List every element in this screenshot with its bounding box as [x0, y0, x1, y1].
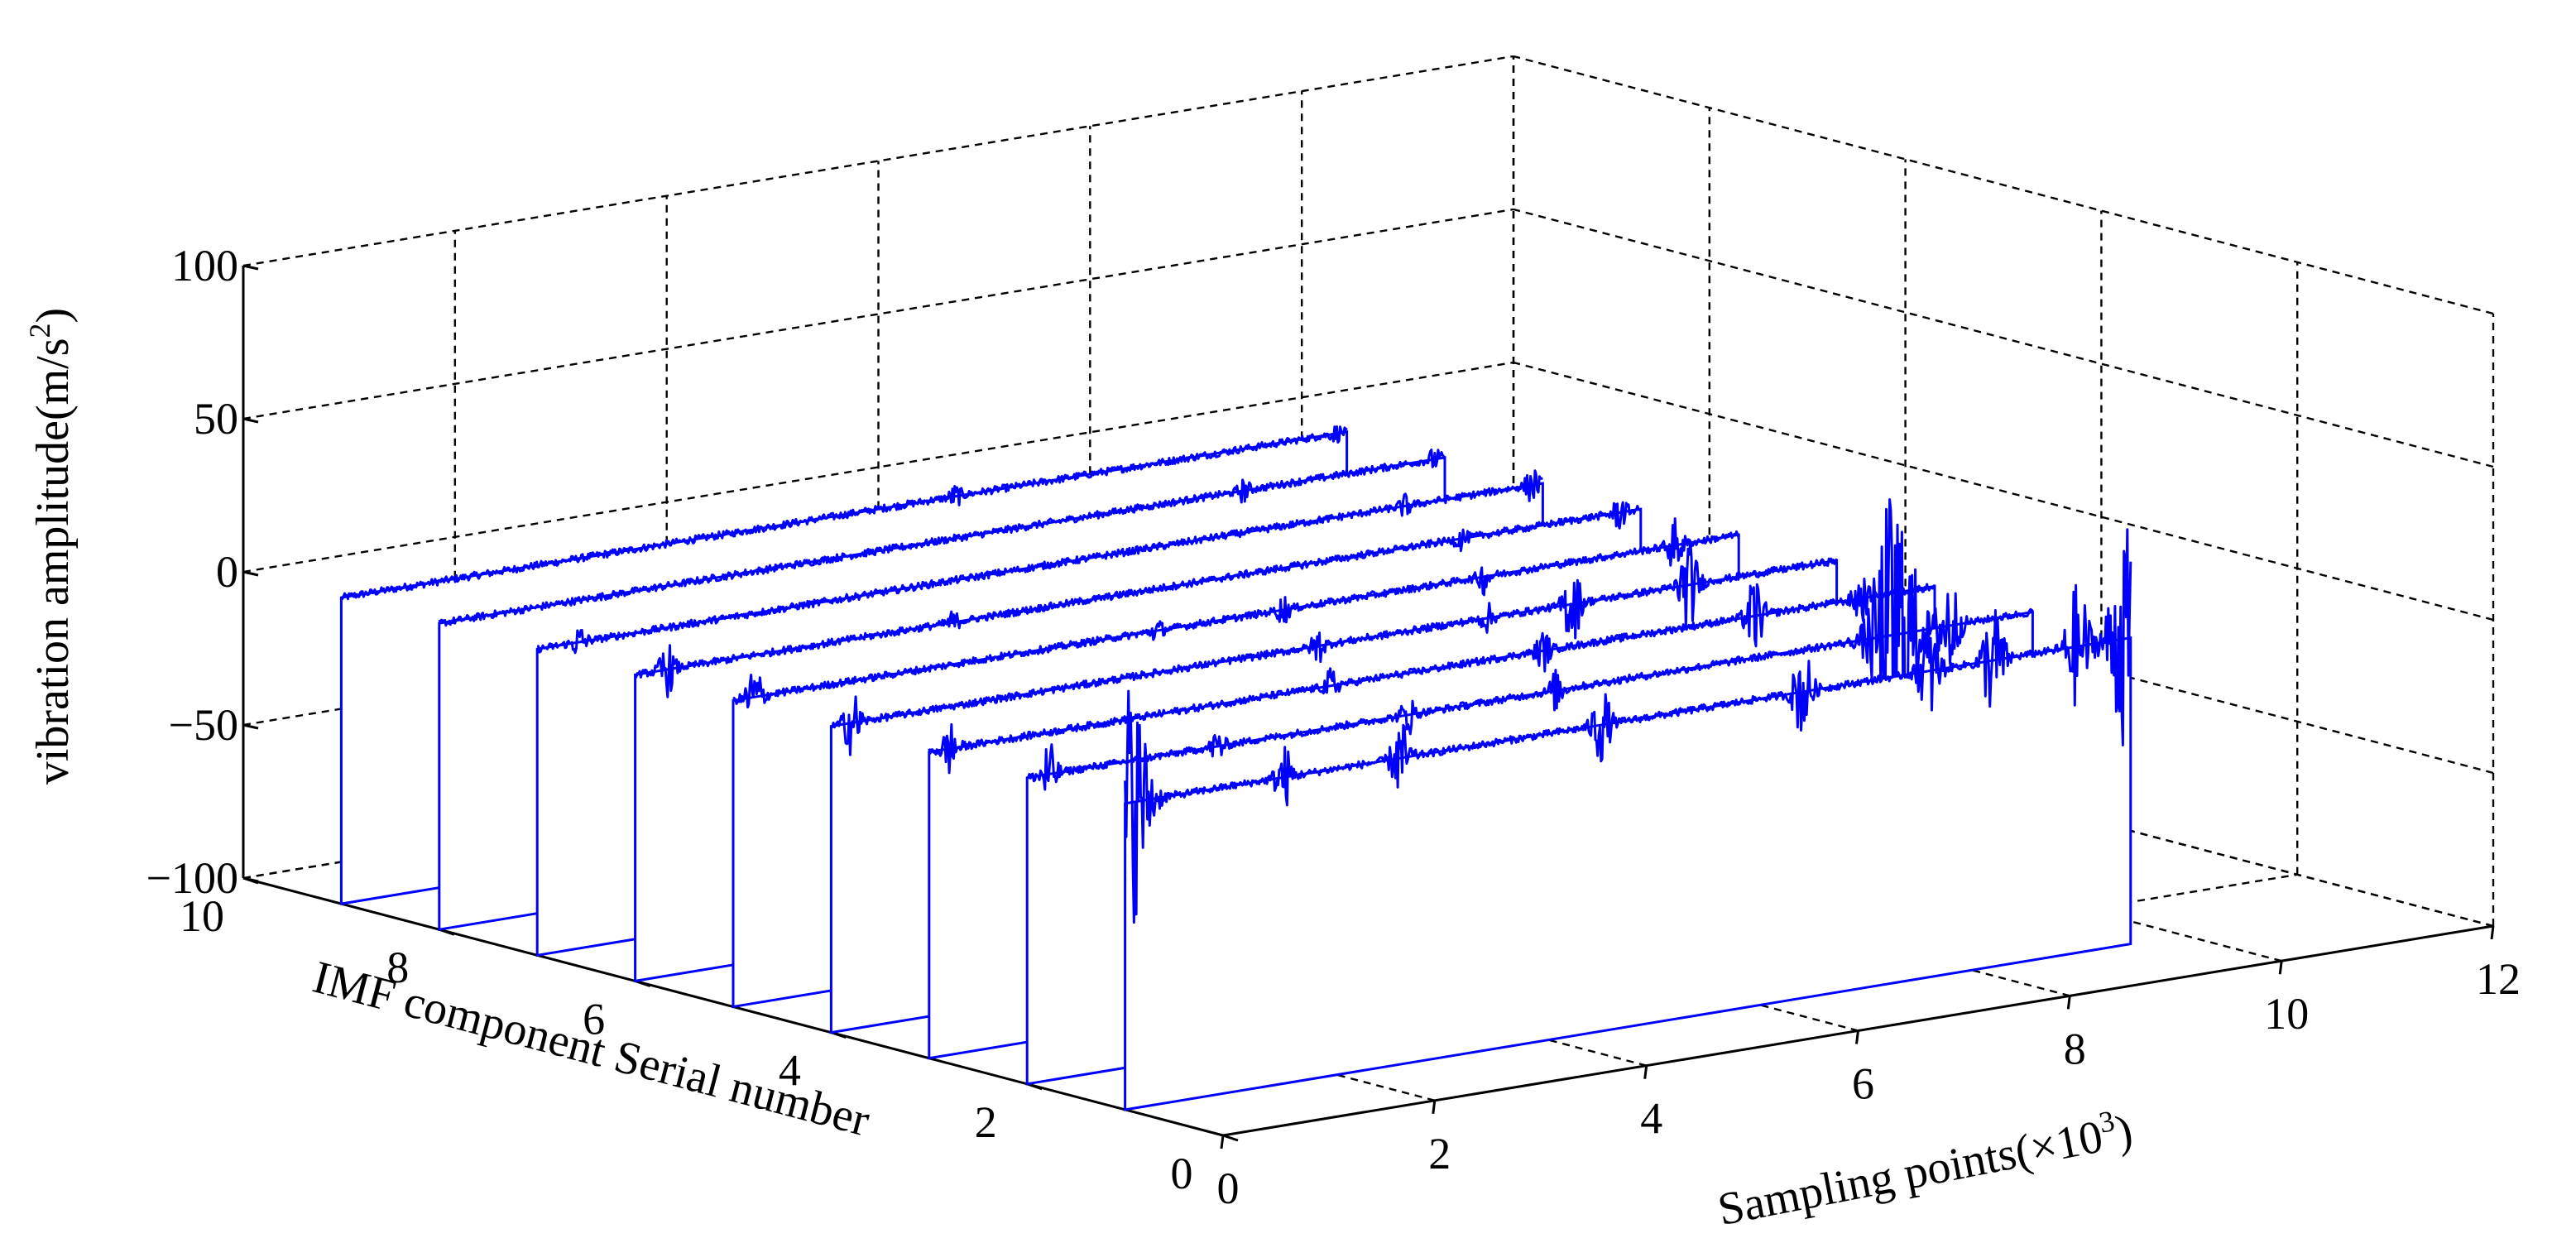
y-tick-mark	[1222, 1134, 1239, 1142]
z-axis-title: vibration amplitude(m/s2)	[23, 308, 79, 785]
sidewall-gridline-z	[1513, 361, 2494, 622]
z-tick-label: −50	[169, 700, 238, 750]
x-tick-label: 12	[2476, 954, 2521, 1004]
series-trace	[831, 540, 1839, 756]
x-tick-mark	[1432, 1100, 1437, 1114]
x-tick-mark	[2066, 996, 2071, 1010]
z-tick-label: 0	[216, 547, 238, 597]
y-tick-label: 4	[779, 1046, 801, 1096]
x-tick-label: 8	[2064, 1024, 2086, 1073]
series-trace	[536, 469, 1543, 655]
backwall-gridline-z	[242, 361, 1514, 574]
series-trace	[1026, 498, 2034, 791]
z-tick-label: 50	[194, 394, 238, 444]
x-tick-label: 2	[1428, 1129, 1451, 1178]
sidewall-gridline-z	[1513, 208, 2494, 468]
series-trace	[438, 449, 1446, 627]
y-tick-label: 0	[1171, 1149, 1193, 1198]
x-tick-label: 6	[1852, 1059, 1874, 1109]
x-tick-mark	[1855, 1030, 1859, 1044]
z-tick-label: 100	[171, 241, 238, 290]
y-tick-label: 10	[180, 891, 224, 941]
x-tick-mark	[2490, 925, 2495, 940]
series-trace	[634, 501, 1643, 698]
series-trace	[340, 425, 1348, 601]
x-tick-mark	[2278, 961, 2283, 975]
series-trace	[928, 577, 1936, 775]
series-layer	[339, 425, 2132, 1111]
y-tick-label: 2	[975, 1097, 997, 1147]
x-tick-label: 10	[2264, 989, 2309, 1039]
x-tick-mark	[1643, 1065, 1648, 1079]
x-tick-mark	[1220, 1135, 1225, 1149]
z-tick-mark	[242, 417, 259, 424]
y-tick-label: 6	[583, 994, 605, 1044]
z-tick-mark	[242, 264, 259, 271]
z-tick-mark	[242, 570, 259, 577]
z-tick-mark	[242, 723, 259, 730]
z-tick-mark	[242, 876, 259, 883]
sidewall-gridline-z	[1513, 55, 2494, 315]
x-axis-title: Sampling points(×103)	[1713, 1101, 2137, 1236]
backwall-gridline-z	[242, 208, 1514, 420]
series-panel	[1124, 636, 2132, 1111]
x-tick-label: 4	[1640, 1094, 1662, 1144]
backwall-gridline-z	[242, 55, 1514, 267]
series-trace	[1124, 528, 2132, 924]
z-tick-label: −100	[146, 853, 238, 903]
x-tick-label: 0	[1217, 1164, 1240, 1213]
series-imf-1	[1124, 528, 2132, 1111]
series-trace	[732, 517, 1740, 709]
y-tick-label: 8	[386, 943, 409, 992]
